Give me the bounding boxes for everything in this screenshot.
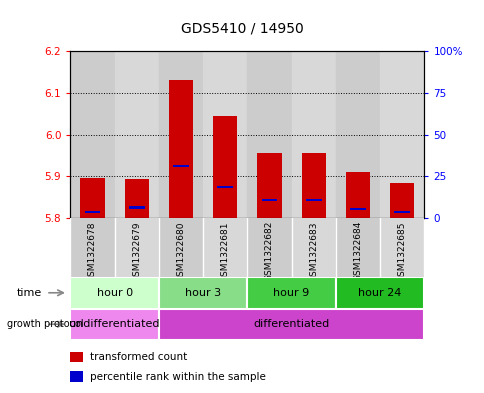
Text: GSM1322679: GSM1322679 xyxy=(132,221,141,281)
Bar xyxy=(114,218,158,277)
Bar xyxy=(168,80,193,218)
Bar xyxy=(70,309,158,340)
Text: growth protocol: growth protocol xyxy=(7,319,84,329)
Bar xyxy=(129,206,144,209)
Text: GSM1322684: GSM1322684 xyxy=(353,221,362,281)
Text: hour 0: hour 0 xyxy=(96,288,132,298)
Bar xyxy=(173,165,188,167)
Text: hour 24: hour 24 xyxy=(358,288,401,298)
Bar xyxy=(335,218,379,277)
Text: percentile rank within the sample: percentile rank within the sample xyxy=(90,372,265,382)
Bar xyxy=(349,208,365,210)
Text: transformed count: transformed count xyxy=(90,352,187,362)
Bar xyxy=(158,218,203,277)
Bar xyxy=(114,51,158,218)
Bar xyxy=(247,277,335,309)
Bar xyxy=(261,199,277,201)
Text: GSM1322678: GSM1322678 xyxy=(88,221,97,281)
Bar xyxy=(305,199,321,201)
Bar xyxy=(212,116,237,218)
Bar xyxy=(70,371,83,382)
Bar xyxy=(124,179,149,218)
Bar xyxy=(70,218,114,277)
Bar xyxy=(291,218,335,277)
Bar xyxy=(80,178,105,218)
Text: GSM1322680: GSM1322680 xyxy=(176,221,185,281)
Bar xyxy=(257,153,281,218)
Bar xyxy=(335,51,379,218)
Bar xyxy=(70,351,83,362)
Bar xyxy=(70,51,114,218)
Bar xyxy=(84,211,100,213)
Text: GSM1322682: GSM1322682 xyxy=(264,221,273,281)
Bar xyxy=(70,277,158,309)
Bar xyxy=(393,211,409,213)
Bar xyxy=(158,309,424,340)
Text: GSM1322681: GSM1322681 xyxy=(220,221,229,281)
Bar xyxy=(301,153,325,218)
Bar xyxy=(247,218,291,277)
Bar xyxy=(158,277,247,309)
Bar xyxy=(345,172,369,218)
Text: hour 3: hour 3 xyxy=(185,288,221,298)
Text: GSM1322683: GSM1322683 xyxy=(309,221,318,281)
Text: undifferentiated: undifferentiated xyxy=(69,319,160,329)
Bar xyxy=(158,51,203,218)
Text: GSM1322685: GSM1322685 xyxy=(397,221,406,281)
Bar xyxy=(203,51,247,218)
Bar xyxy=(291,51,335,218)
Bar xyxy=(247,51,291,218)
Text: hour 9: hour 9 xyxy=(273,288,309,298)
Bar xyxy=(379,51,424,218)
Bar xyxy=(203,218,247,277)
Bar xyxy=(335,277,424,309)
Bar xyxy=(217,185,233,188)
Text: time: time xyxy=(17,288,42,298)
Bar xyxy=(379,218,424,277)
Text: differentiated: differentiated xyxy=(253,319,329,329)
Bar xyxy=(389,183,413,218)
Text: GDS5410 / 14950: GDS5410 / 14950 xyxy=(181,21,303,35)
